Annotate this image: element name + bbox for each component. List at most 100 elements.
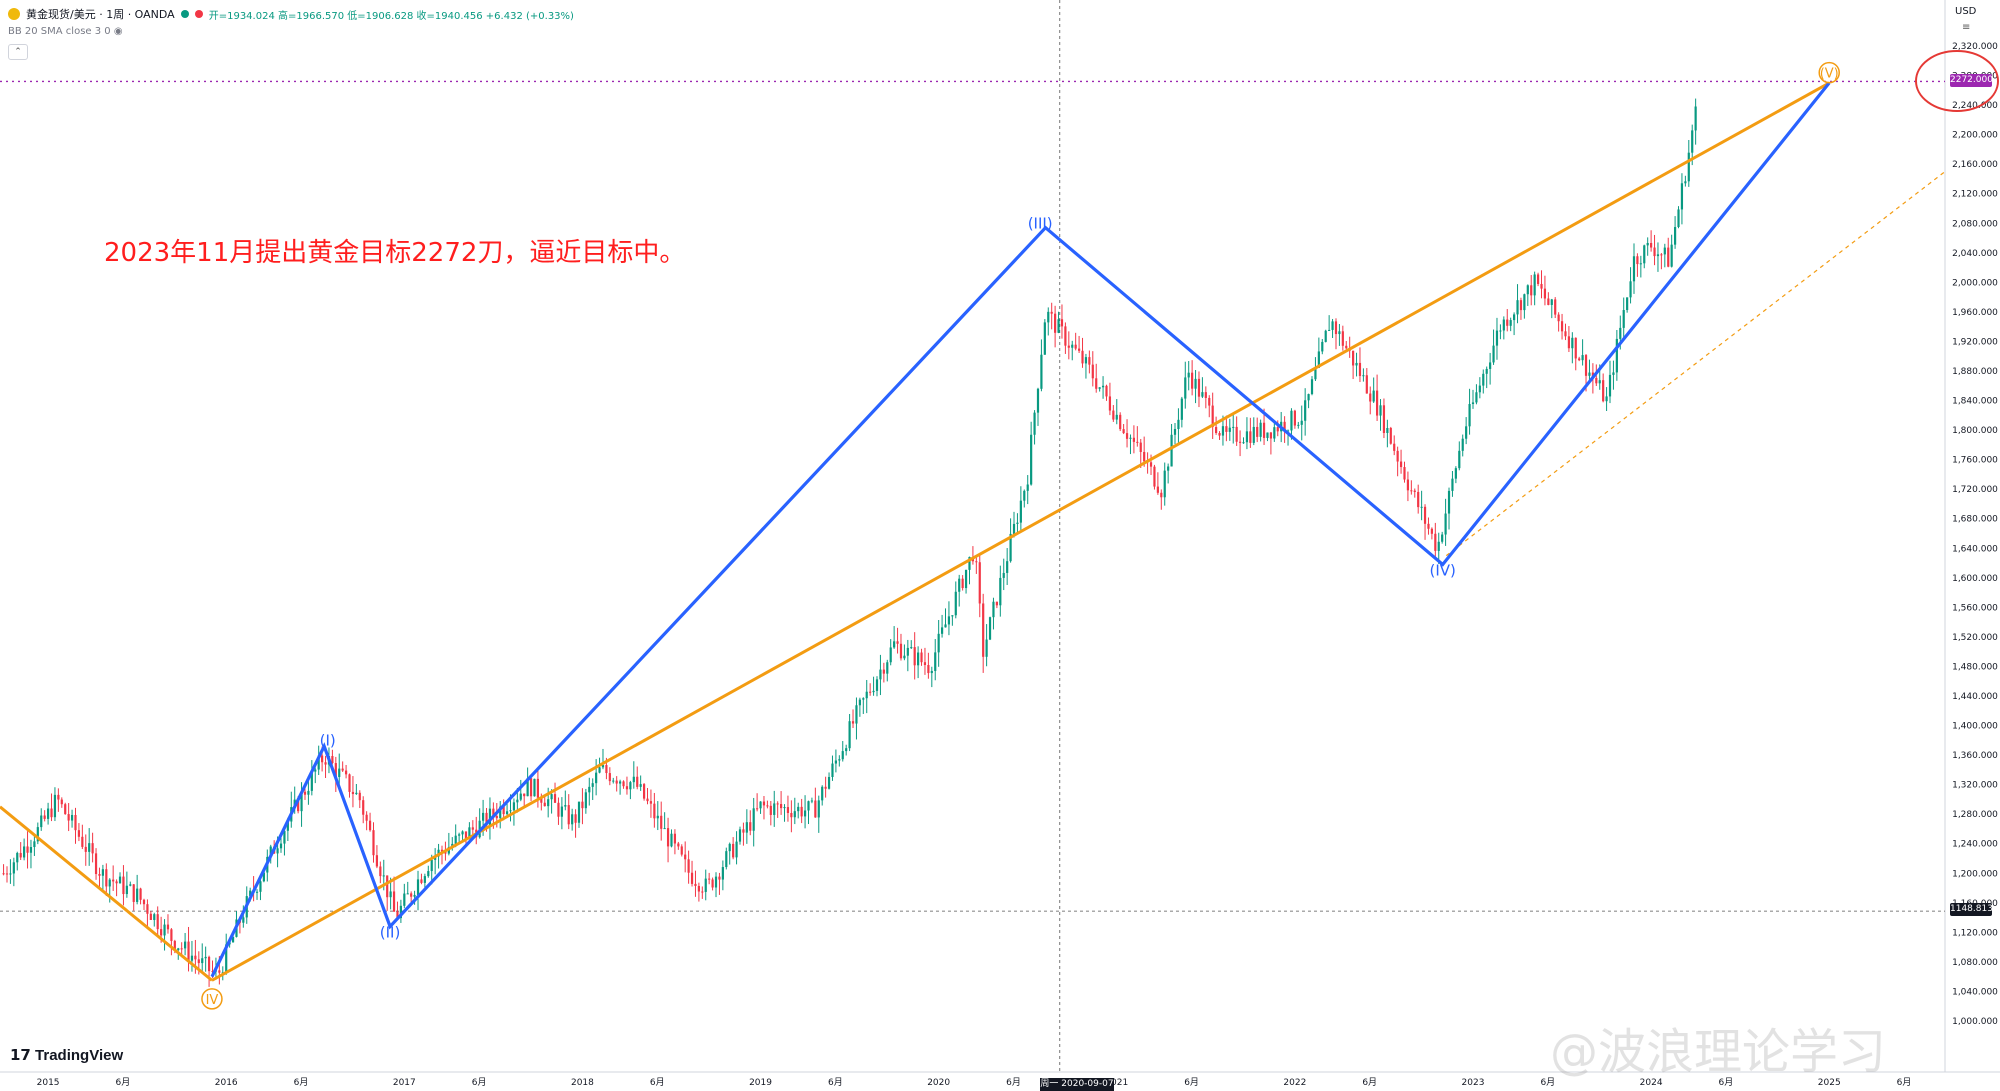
y-tick-label: 1,880.000 <box>1952 367 1998 377</box>
candle-body <box>1502 319 1505 331</box>
candle-body <box>560 806 563 817</box>
candle-body <box>1036 388 1040 413</box>
candle-body <box>1513 314 1516 321</box>
candle-body <box>1417 491 1420 508</box>
x-tick-label: 6月 <box>650 1077 665 1088</box>
collapse-legend-icon[interactable]: ⌃ <box>8 44 28 60</box>
candle-body <box>156 914 159 930</box>
candle-body <box>1077 348 1081 351</box>
candle-body <box>1605 396 1608 402</box>
candle-body <box>379 866 382 877</box>
candle-body <box>786 807 790 813</box>
candle-body <box>1067 345 1070 348</box>
x-tick-label: 2020 <box>927 1078 950 1088</box>
candle-body <box>1101 385 1105 388</box>
candle-body <box>495 815 498 819</box>
candle-body <box>1355 362 1358 366</box>
candle-body <box>742 829 745 833</box>
candle-body <box>1365 375 1368 394</box>
candle-body <box>1471 402 1475 405</box>
candle-body <box>458 834 461 836</box>
candle-body <box>571 814 574 825</box>
candle-body <box>903 655 906 659</box>
candle-body <box>1619 327 1622 339</box>
candle-body <box>1054 313 1057 333</box>
candle-body <box>403 893 406 906</box>
wave-label: (I) <box>320 731 336 749</box>
candle-body <box>242 917 245 923</box>
x-tick-label: 6月 <box>1184 1077 1199 1088</box>
candle-body <box>1622 310 1625 328</box>
candle-body <box>930 670 933 674</box>
candle-body <box>1167 466 1170 471</box>
candle-body <box>81 836 84 847</box>
candle-body <box>180 948 183 950</box>
candle-body <box>1434 533 1437 551</box>
candle-body <box>701 891 704 893</box>
candle-body <box>1345 345 1348 349</box>
candle-body <box>738 829 742 842</box>
candle-body <box>276 848 279 854</box>
candle-body <box>132 884 135 902</box>
candle-body <box>855 705 858 724</box>
candle-body <box>1595 377 1598 384</box>
candle-body <box>1533 274 1536 296</box>
candle-body <box>1273 427 1276 439</box>
candle-body <box>817 800 820 818</box>
candle-body <box>927 665 930 674</box>
symbol-title[interactable]: 黄金现货/美元 · 1周 · OANDA <box>26 8 175 21</box>
y-tick-label: 2,080.000 <box>1952 219 1998 229</box>
alert-dot-icon <box>194 10 203 18</box>
candle-body <box>595 772 598 784</box>
candle-body <box>1598 380 1601 384</box>
candle-body <box>488 808 492 826</box>
candle-body <box>598 767 601 773</box>
candle-body <box>797 806 800 812</box>
candle-body <box>1266 432 1269 438</box>
candle-body <box>427 871 430 877</box>
y-tick-label: 1,920.000 <box>1952 337 1998 347</box>
y-tick-label: 1,640.000 <box>1952 544 1998 554</box>
y-tick-label: 1,000.000 <box>1952 1017 1998 1027</box>
candle-body <box>1139 442 1142 452</box>
symbol-header[interactable]: 黄金现货/美元 · 1周 · OANDA 开=1934.024 高=1966.5… <box>8 6 574 22</box>
candle-body <box>848 721 851 749</box>
candle-body <box>1297 424 1300 426</box>
candle-body <box>317 755 320 770</box>
candle-body <box>519 793 522 800</box>
candle-body <box>947 616 951 625</box>
candle-body <box>1293 410 1296 426</box>
candle-body <box>1043 322 1046 355</box>
candle-body <box>975 561 978 563</box>
candle-body <box>776 803 779 805</box>
x-tick-label: 2025 <box>1818 1078 1841 1088</box>
candle-body <box>649 801 653 804</box>
candle-body <box>375 855 379 867</box>
candle-body <box>197 959 200 964</box>
candle-body <box>1215 427 1218 434</box>
tradingview-logo[interactable]: 𝟭𝟳 TradingView <box>10 1046 123 1064</box>
annotation-text: 2023年11月提出黄金目标2272刀，逼近目标中。 <box>104 238 686 268</box>
candle-body <box>1410 490 1413 492</box>
eye-icon[interactable]: ◉ <box>113 26 123 37</box>
candle-body <box>684 854 687 860</box>
candle-body <box>324 762 327 765</box>
candle-body <box>344 770 348 775</box>
y-tick-label: 1,080.000 <box>1952 958 1998 968</box>
candle-body <box>423 876 426 883</box>
candle-body <box>584 792 587 809</box>
candle-body <box>1495 330 1499 346</box>
candle-body <box>543 802 546 807</box>
menu-icon[interactable]: ≡ <box>1962 22 1971 33</box>
y-tick-label: 1,120.000 <box>1952 928 1998 938</box>
candle-body <box>307 790 310 795</box>
candle-body <box>211 971 214 973</box>
candle-body <box>1057 319 1060 333</box>
indicator-legend[interactable]: BB 20 SMA close 3 0 ◉ <box>8 26 123 37</box>
currency-label[interactable]: USD <box>1955 6 1977 17</box>
candle-body <box>170 929 173 941</box>
x-tick-label: 2017 <box>393 1078 416 1088</box>
candle-body <box>526 778 529 797</box>
candle-body <box>33 841 36 848</box>
